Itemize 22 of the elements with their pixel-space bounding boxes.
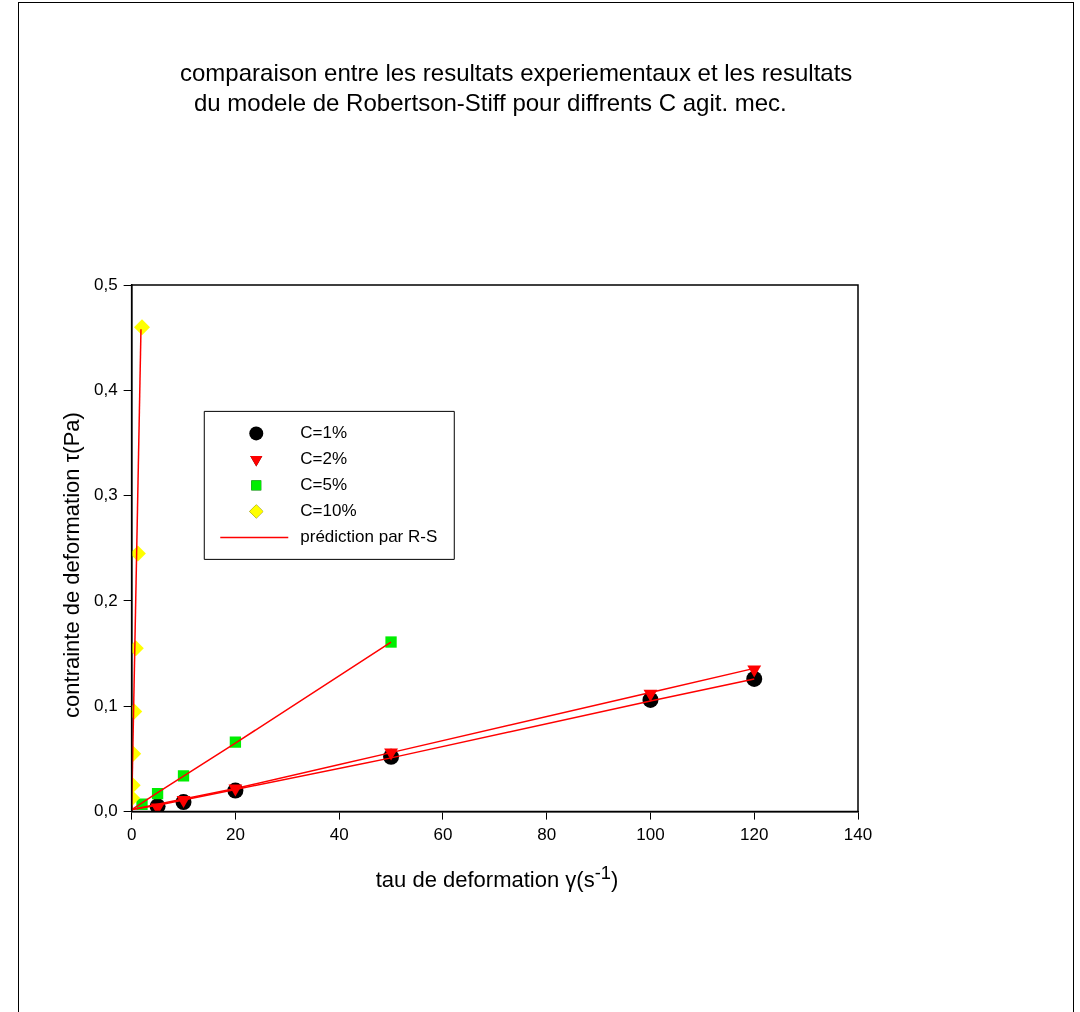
legend-label: C=1%	[300, 423, 348, 443]
y-tick-label: 0,1	[93, 695, 118, 715]
x-tick-label: 80	[537, 825, 557, 845]
y-tick-label: 0,3	[93, 485, 118, 505]
x-tick-label: 120	[740, 825, 769, 845]
legend-label: C=5%	[300, 475, 348, 495]
x-tick-label: 40	[329, 825, 349, 845]
legend-label: C=2%	[300, 449, 348, 469]
y-tick-label: 0,5	[93, 274, 118, 294]
x-tick-label: 0	[126, 825, 137, 845]
x-tick-label: 100	[636, 825, 665, 845]
x-tick-label: 20	[225, 825, 245, 845]
x-tick-label: 140	[843, 825, 873, 845]
y-tick-label: 0,4	[93, 380, 118, 400]
x-tick-label: 60	[433, 825, 453, 845]
legend-label: prédiction par R-S	[300, 527, 438, 547]
x-axis-title: tau de deformation γ(s$^{-1}$)	[374, 862, 620, 894]
legend-label: C=10%	[300, 501, 357, 521]
y-tick-label: 0,2	[93, 590, 118, 610]
y-axis-title: contrainte de deformation τ(Pa)	[59, 411, 85, 720]
y-tick-label: 0,0	[93, 801, 118, 821]
chart-title: comparaison entre les resultats experiementaux et les resultats du modele de Robertson-Stiff pour diffrents C agit. mec.	[180, 58, 854, 118]
